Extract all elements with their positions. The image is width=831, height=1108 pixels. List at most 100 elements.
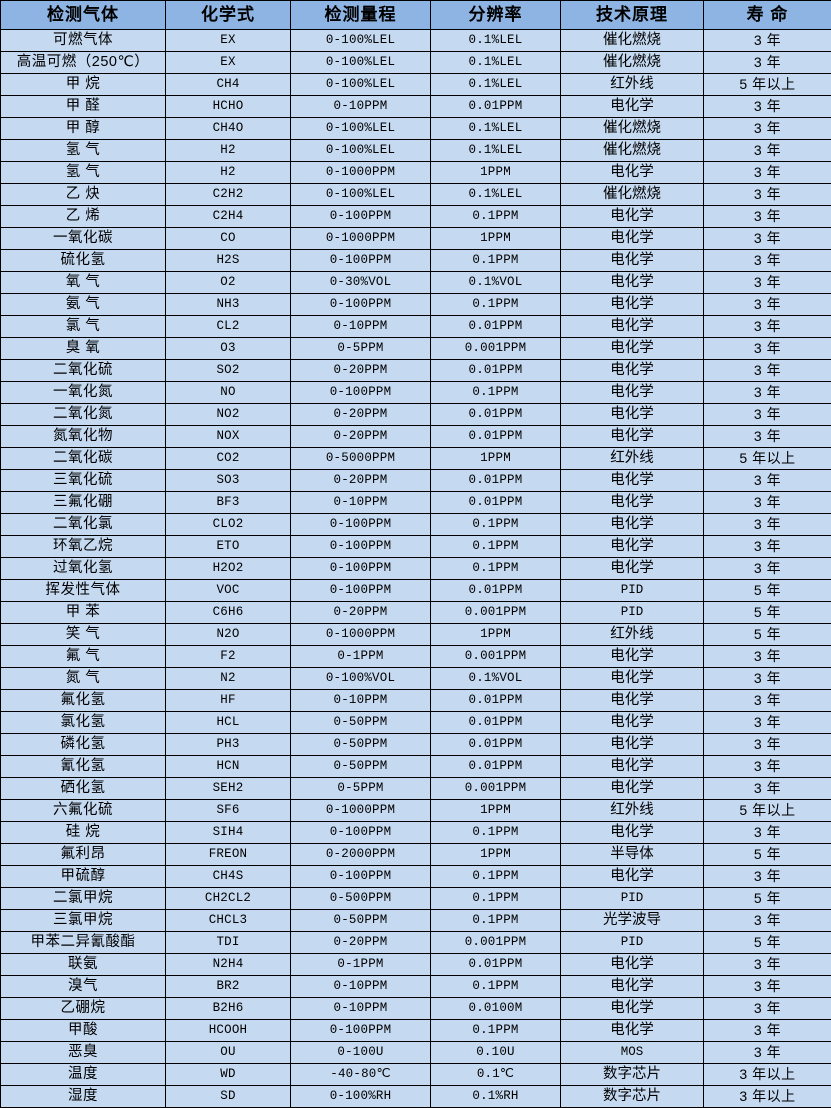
cell-detection-range: 0-100PPM	[291, 382, 431, 404]
cell-technical-principle: 催化燃烧	[561, 52, 704, 74]
cell-service-life: 3 年	[704, 514, 831, 536]
cell-resolution: 0.01PPM	[431, 360, 561, 382]
cell-chemical-formula: F2	[166, 646, 291, 668]
cell-resolution: 0.001PPM	[431, 602, 561, 624]
cell-service-life: 3 年	[704, 998, 831, 1020]
cell-technical-principle: 光学波导	[561, 910, 704, 932]
cell-resolution: 0.1PPM	[431, 976, 561, 998]
cell-resolution: 0.1PPM	[431, 822, 561, 844]
cell-detection-range: 0-100PPM	[291, 822, 431, 844]
cell-chemical-formula: C2H2	[166, 184, 291, 206]
cell-detected-gas: 二氧化氮	[1, 404, 166, 426]
cell-detection-range: 0-20PPM	[291, 932, 431, 954]
cell-service-life: 3 年	[704, 690, 831, 712]
cell-detection-range: 0-20PPM	[291, 404, 431, 426]
cell-detection-range: 0-10PPM	[291, 690, 431, 712]
cell-chemical-formula: HF	[166, 690, 291, 712]
cell-technical-principle: 电化学	[561, 954, 704, 976]
cell-detected-gas: 可燃气体	[1, 30, 166, 52]
cell-detection-range: 0-100PPM	[291, 206, 431, 228]
cell-technical-principle: 红外线	[561, 74, 704, 96]
cell-detection-range: 0-100PPM	[291, 558, 431, 580]
cell-detection-range: 0-100PPM	[291, 580, 431, 602]
cell-technical-principle: 电化学	[561, 778, 704, 800]
cell-resolution: 0.01PPM	[431, 470, 561, 492]
cell-service-life: 3 年	[704, 1042, 831, 1064]
cell-resolution: 0.1%VOL	[431, 272, 561, 294]
cell-detection-range: 0-50PPM	[291, 734, 431, 756]
cell-resolution: 1PPM	[431, 844, 561, 866]
cell-detection-range: 0-10PPM	[291, 316, 431, 338]
cell-chemical-formula: HCHO	[166, 96, 291, 118]
cell-resolution: 0.01PPM	[431, 426, 561, 448]
cell-technical-principle: 电化学	[561, 866, 704, 888]
cell-detection-range: 0-100%RH	[291, 1086, 431, 1108]
cell-detected-gas: 硒化氢	[1, 778, 166, 800]
cell-detection-range: 0-5PPM	[291, 778, 431, 800]
cell-detection-range: 0-100PPM	[291, 1020, 431, 1042]
cell-service-life: 3 年	[704, 140, 831, 162]
cell-technical-principle: 电化学	[561, 690, 704, 712]
cell-technical-principle: 红外线	[561, 800, 704, 822]
cell-technical-principle: 电化学	[561, 338, 704, 360]
cell-detection-range: 0-1PPM	[291, 954, 431, 976]
cell-detected-gas: 氟 气	[1, 646, 166, 668]
cell-technical-principle: 催化燃烧	[561, 30, 704, 52]
cell-detection-range: 0-100PPM	[291, 250, 431, 272]
cell-resolution: 0.1%RH	[431, 1086, 561, 1108]
cell-service-life: 5 年	[704, 932, 831, 954]
cell-detection-range: 0-100PPM	[291, 866, 431, 888]
cell-resolution: 1PPM	[431, 800, 561, 822]
cell-resolution: 0.001PPM	[431, 932, 561, 954]
cell-chemical-formula: BF3	[166, 492, 291, 514]
cell-technical-principle: 电化学	[561, 822, 704, 844]
cell-detection-range: 0-100%LEL	[291, 184, 431, 206]
cell-service-life: 5 年	[704, 580, 831, 602]
cell-detection-range: 0-10PPM	[291, 976, 431, 998]
cell-service-life: 5 年以上	[704, 448, 831, 470]
cell-detection-range: 0-20PPM	[291, 426, 431, 448]
cell-chemical-formula: H2O2	[166, 558, 291, 580]
cell-chemical-formula: N2H4	[166, 954, 291, 976]
cell-detected-gas: 三氯甲烷	[1, 910, 166, 932]
cell-detected-gas: 甲 醇	[1, 118, 166, 140]
cell-detected-gas: 甲 苯	[1, 602, 166, 624]
cell-resolution: 0.1%LEL	[431, 118, 561, 140]
cell-detection-range: 0-2000PPM	[291, 844, 431, 866]
cell-service-life: 3 年	[704, 52, 831, 74]
cell-technical-principle: 电化学	[561, 514, 704, 536]
cell-service-life: 3 年	[704, 470, 831, 492]
cell-technical-principle: 电化学	[561, 360, 704, 382]
cell-service-life: 3 年	[704, 712, 831, 734]
cell-chemical-formula: PH3	[166, 734, 291, 756]
column-header-detection-range: 检测量程	[291, 1, 431, 30]
cell-technical-principle: MOS	[561, 1042, 704, 1064]
cell-detected-gas: 甲苯二异氰酸酯	[1, 932, 166, 954]
cell-detection-range: 0-50PPM	[291, 910, 431, 932]
cell-chemical-formula: CH4	[166, 74, 291, 96]
cell-detected-gas: 湿度	[1, 1086, 166, 1108]
cell-resolution: 0.1%VOL	[431, 668, 561, 690]
cell-detection-range: 0-100%LEL	[291, 118, 431, 140]
cell-detection-range: 0-500PPM	[291, 888, 431, 910]
cell-service-life: 3 年	[704, 426, 831, 448]
cell-detection-range: 0-10PPM	[291, 998, 431, 1020]
cell-resolution: 0.1PPM	[431, 1020, 561, 1042]
cell-detected-gas: 三氟化硼	[1, 492, 166, 514]
